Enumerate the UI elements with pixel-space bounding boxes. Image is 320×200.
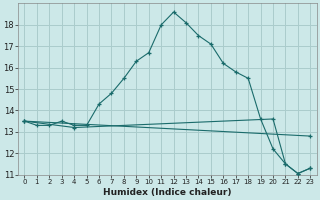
X-axis label: Humidex (Indice chaleur): Humidex (Indice chaleur) [103,188,232,197]
